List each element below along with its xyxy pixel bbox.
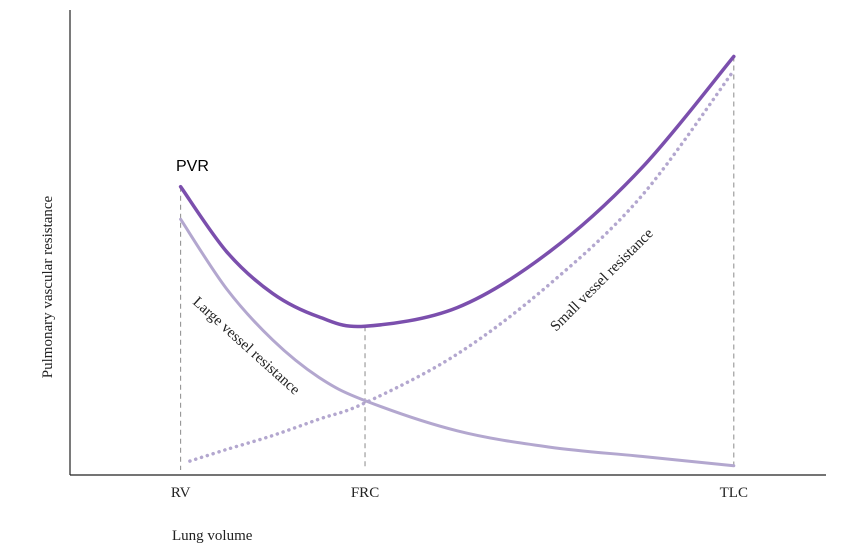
pvr-curve — [178, 54, 736, 329]
x-tick-label-rv: RV — [171, 485, 191, 501]
y-axis-label: Pulmonary vascular resistance — [40, 195, 56, 378]
x-tick-labels: RV FRC TLC — [171, 485, 748, 501]
vertical-guide-lines — [180, 56, 735, 470]
series-label-pvr: PVR — [176, 158, 209, 175]
x-tick-label-frc: FRC — [351, 485, 379, 501]
x-tick-label-tlc: TLC — [720, 485, 748, 501]
large-vessel-resistance-curve — [179, 217, 736, 468]
curves — [178, 54, 736, 468]
small-vessel-resistance-curve — [188, 68, 736, 463]
series-label-large-vessel: Large vessel resistance — [189, 294, 303, 398]
x-axis-label: Lung volume — [172, 528, 253, 544]
